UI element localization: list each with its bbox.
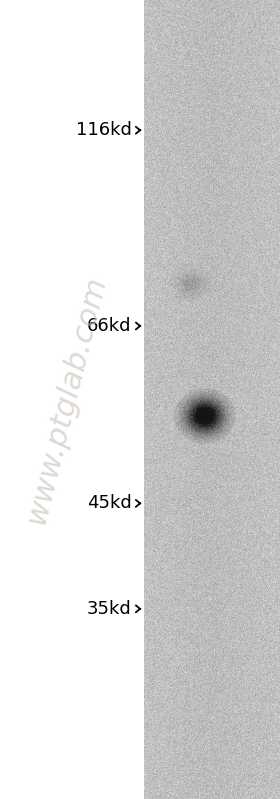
Text: 116kd: 116kd	[76, 121, 132, 139]
Text: 35kd: 35kd	[87, 600, 132, 618]
Text: 45kd: 45kd	[87, 495, 132, 512]
Text: www.ptglab.com: www.ptglab.com	[21, 272, 111, 527]
Text: 66kd: 66kd	[87, 317, 132, 335]
